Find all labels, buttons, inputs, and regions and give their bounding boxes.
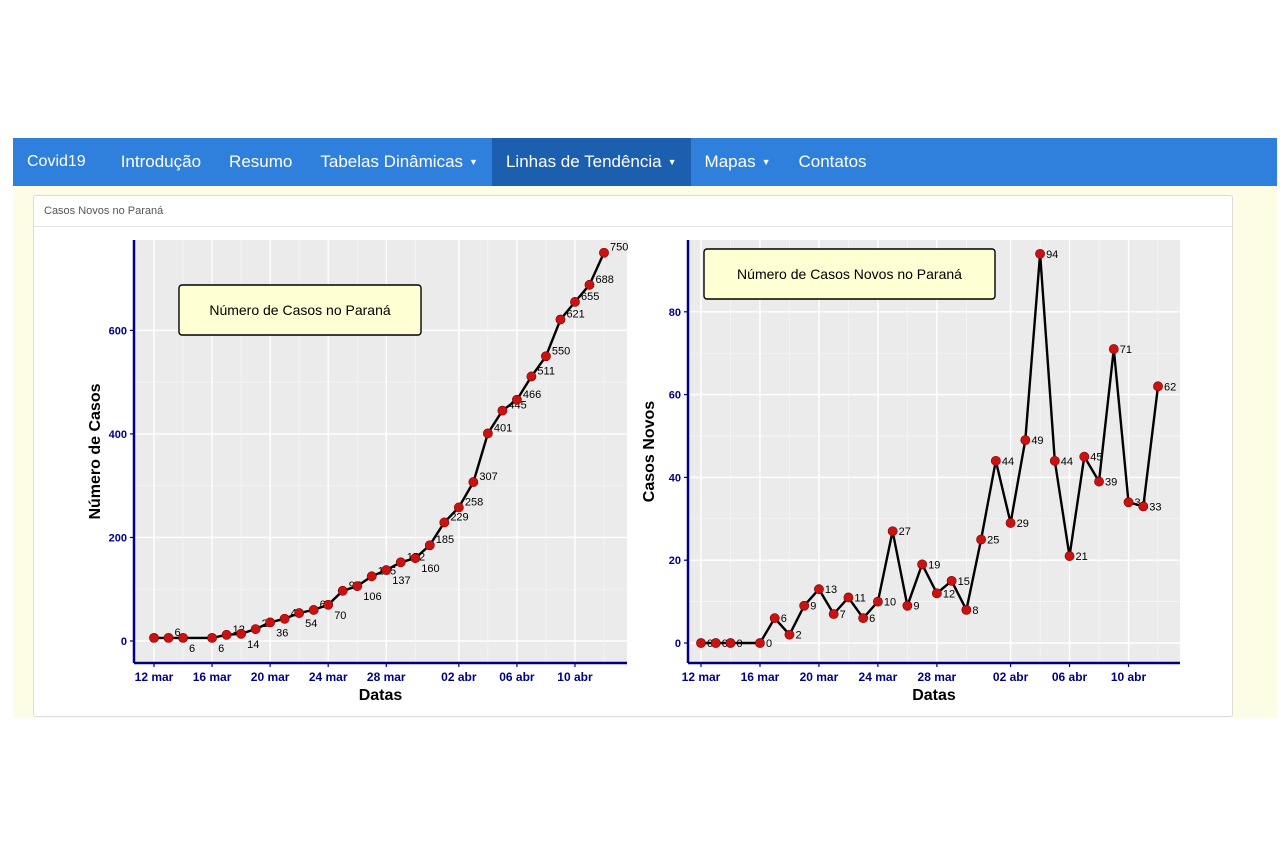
nav-item-introducao[interactable]: Introdução — [107, 138, 215, 186]
caret-down-icon: ▼ — [667, 157, 677, 167]
caret-down-icon: ▼ — [469, 157, 478, 167]
nav-item-resumo[interactable]: Resumo — [215, 138, 306, 186]
nav-label: Mapas — [704, 152, 756, 171]
nav-item-contatos[interactable]: Contatos — [785, 138, 881, 186]
nav-label: Contatos — [798, 152, 867, 171]
nav-label: Resumo — [229, 152, 293, 171]
top-navbar: Covid19 Introdução Resumo Tabelas Dinâmi… — [13, 138, 1277, 186]
brand-link[interactable]: Covid19 — [27, 153, 86, 170]
panel-heading: Casos Novos no Paraná — [34, 196, 1232, 227]
caret-down-icon: ▼ — [761, 157, 771, 167]
nav-label: Linhas de Tendência — [505, 152, 662, 171]
nav-label: Introdução — [120, 152, 202, 171]
chart-panel: Casos Novos no Paraná — [33, 195, 1233, 717]
nav-item-mapas[interactable]: Mapas ▼ — [691, 138, 785, 186]
nav-label: Tabelas Dinâmicas — [320, 152, 464, 171]
nav-item-linhas-de-tendencia[interactable]: Linhas de Tendência ▼ — [491, 138, 691, 186]
nav-item-tabelas-dinamicas[interactable]: Tabelas Dinâmicas ▼ — [306, 138, 492, 186]
